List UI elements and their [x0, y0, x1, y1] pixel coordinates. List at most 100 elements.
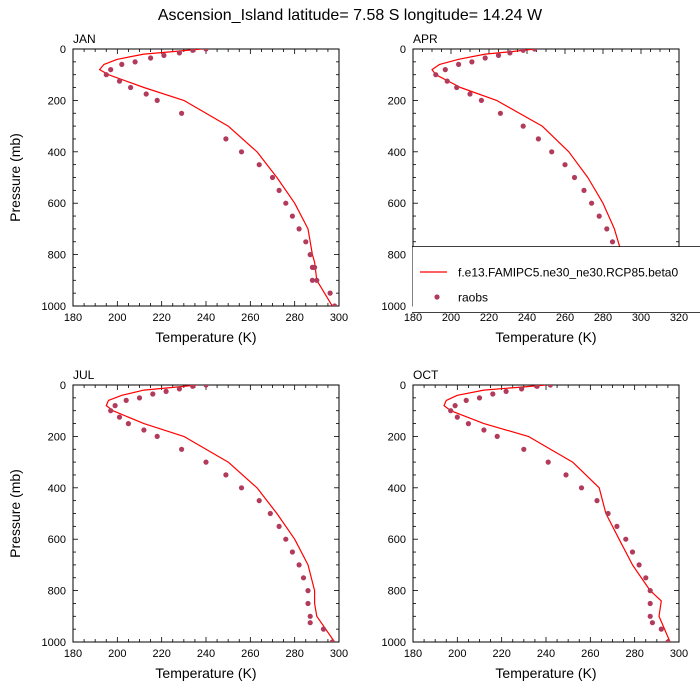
x-tick-label: 180 [404, 648, 422, 660]
x-tick-label: 260 [556, 312, 574, 324]
x-axis-title: Temperature (K) [495, 665, 596, 681]
x-tick-label: 320 [670, 312, 688, 324]
raobs-point [452, 403, 458, 409]
raobs-point [150, 391, 156, 397]
raobs-point [467, 91, 473, 97]
x-tick-label: 180 [64, 648, 82, 660]
raobs-point [256, 498, 262, 504]
legend: f.e13.FAMIPC5.ne30_ne30.RCP85.beta0 raob… [412, 246, 700, 313]
y-axis-title: Pressure (mb) [7, 133, 23, 222]
raobs-point [307, 620, 313, 626]
model-line [98, 49, 333, 306]
panel-jul: JUL 180 200 220 240 260 280 300 0 200 400 600 800 100… [7, 368, 348, 681]
raobs-point [141, 427, 147, 433]
raobs-point [521, 446, 527, 452]
raobs-point [623, 536, 629, 542]
y-tick-label: 0 [400, 44, 406, 56]
raobs-point [578, 485, 585, 491]
raobs-point [329, 639, 335, 642]
x-tick-label: 300 [632, 312, 650, 324]
x-tick-label: 300 [330, 648, 348, 660]
raobs-point [283, 536, 289, 542]
raobs-point [563, 472, 569, 478]
raobs-point [309, 277, 315, 283]
x-tick-label: 280 [625, 648, 643, 660]
raobs-point [148, 55, 154, 61]
x-tick-label: 200 [442, 312, 460, 324]
raobs-point [604, 226, 610, 232]
raobs-point [283, 200, 289, 206]
x-tick-label: 280 [285, 312, 303, 324]
panels: JAN 180 200 220 240 260 280 300 0 200 400 600 800 100… [7, 32, 688, 681]
raobs-point [636, 562, 642, 568]
x-axis-title: Temperature (K) [155, 665, 256, 681]
panel-label: JUL [73, 368, 95, 382]
raobs-point [665, 639, 671, 642]
raobs-point [469, 59, 475, 65]
raobs-point [444, 78, 450, 84]
raobs-point [132, 59, 138, 65]
legend-background [413, 247, 700, 312]
raobs-point [190, 49, 196, 53]
x-tick-label: 300 [330, 312, 348, 324]
raobs-point [490, 391, 496, 397]
raobs-point [327, 290, 333, 296]
plot-area [105, 385, 336, 642]
y-tick-label: 400 [48, 147, 66, 159]
raobs-point [481, 427, 487, 433]
raobs-point [108, 408, 114, 414]
raobs-point [605, 510, 611, 517]
raobs-point [179, 446, 185, 452]
raobs-point [296, 226, 302, 232]
legend-obs-swatch [434, 294, 440, 300]
raobs-point [482, 55, 488, 61]
y-tick-label: 400 [48, 483, 66, 495]
x-tick-label: 240 [537, 648, 555, 660]
raobs-point [545, 459, 551, 465]
panel-jan: JAN 180 200 220 240 260 280 300 0 200 400 600 800 100… [7, 32, 348, 345]
x-tick-label: 220 [152, 648, 170, 660]
y-tick-label: 1000 [382, 637, 406, 649]
x-tick-label: 260 [581, 648, 599, 660]
panel-apr: APR 180 200 220 240 260 280 300 320 0 200 400 600 800… [382, 32, 689, 345]
raobs-point [203, 49, 209, 52]
y-tick-label: 0 [60, 380, 66, 392]
raobs-point [478, 97, 484, 103]
raobs-point [116, 78, 123, 84]
raobs-point [494, 433, 500, 439]
raobs-point [658, 626, 664, 632]
x-tick-label: 240 [197, 312, 215, 324]
raobs-point [154, 433, 160, 439]
x-tick-label: 260 [241, 648, 259, 660]
raobs-point [476, 395, 483, 401]
raobs-point [203, 459, 209, 465]
legend-obs-label: raobs [458, 291, 488, 305]
raobs-point [320, 626, 327, 632]
raobs-point [161, 52, 167, 59]
y-tick-label: 1000 [42, 637, 66, 649]
raobs-point [647, 588, 653, 594]
raobs-point [303, 239, 309, 245]
raobs-point [276, 523, 282, 530]
raobs-point [581, 187, 587, 193]
x-tick-label: 240 [197, 648, 215, 660]
raobs-point [433, 72, 439, 78]
raobs-point [289, 549, 295, 555]
raobs-point [519, 386, 525, 392]
raobs-point [571, 174, 578, 181]
raobs-point [108, 67, 114, 73]
raobs-point [332, 303, 338, 306]
plot-frame [412, 384, 680, 643]
raobs-point [507, 50, 513, 56]
raobs-point [643, 575, 649, 581]
raobs-point [223, 472, 229, 478]
raobs-point [128, 84, 134, 91]
raobs-point [495, 52, 502, 59]
raobs-point [649, 620, 656, 626]
raobs-point [534, 385, 540, 389]
plot-area [98, 49, 338, 306]
y-tick-label: 400 [388, 483, 406, 495]
y-tick-label: 600 [388, 534, 406, 546]
raobs-point [465, 421, 471, 427]
